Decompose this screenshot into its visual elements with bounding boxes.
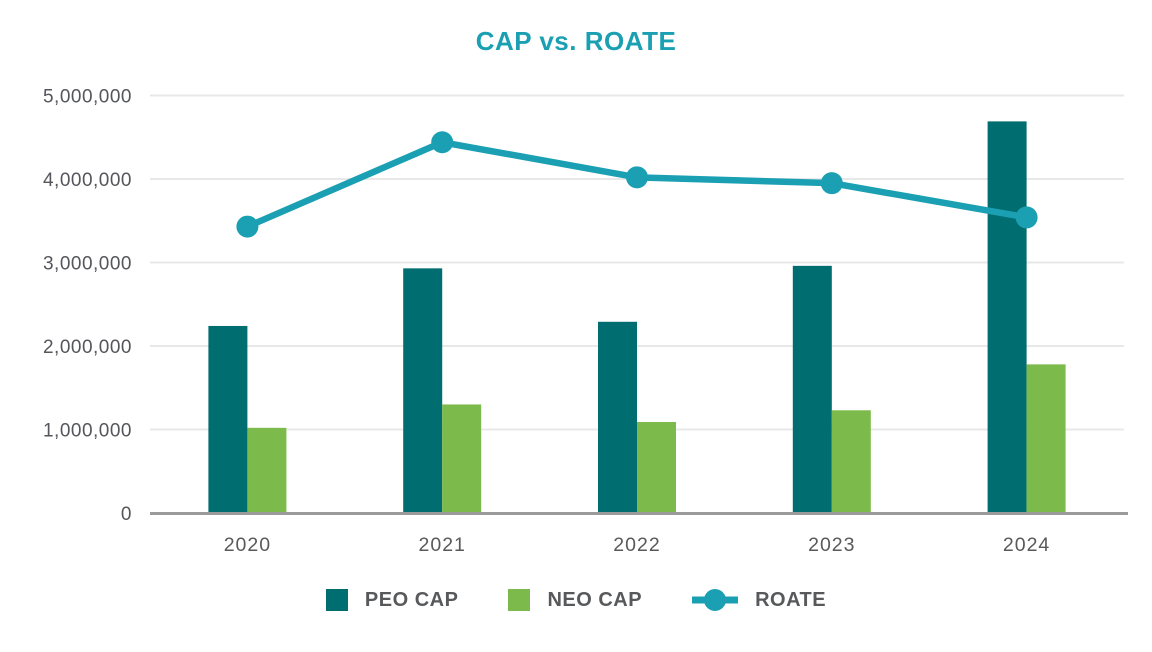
y-axis-tick-label: 1,000,000	[43, 421, 132, 442]
roate-point-2022	[626, 166, 648, 189]
x-axis-tick-label: 2023	[808, 534, 855, 556]
bar-peo-cap-2023	[792, 265, 832, 513]
peo-cap-swatch-icon	[325, 589, 348, 611]
y-axis-tick-label: 3,000,000	[43, 254, 132, 275]
x-axis-tick-label: 2024	[1003, 534, 1050, 556]
chart-title: CAP vs. ROATE	[475, 26, 677, 56]
y-axis-tick-label: 2,000,000	[43, 337, 132, 358]
bar-peo-cap-2021	[403, 268, 443, 513]
legend-item-neo-cap: NEO CAP	[508, 589, 642, 612]
x-axis-tick-label: 2021	[419, 534, 466, 556]
bar-peo-cap-2024	[987, 121, 1027, 513]
legend-label-roate: ROATE	[755, 588, 827, 611]
roate-point-2023	[820, 172, 843, 195]
legend: PEO CAP NEO CAP ROATE	[0, 588, 1152, 612]
bar-neo-cap-2022	[637, 421, 676, 513]
roate-point-2021	[431, 131, 454, 154]
y-axis-tick-label: 0	[121, 504, 132, 525]
legend-item-peo-cap: PEO CAP	[325, 588, 459, 612]
bar-neo-cap-2023	[831, 410, 871, 513]
x-axis-tick-label: 2020	[224, 534, 271, 556]
y-axis-tick-label: 5,000,000	[43, 87, 132, 108]
bar-neo-cap-2020	[247, 427, 287, 513]
bar-neo-cap-2024	[1026, 364, 1066, 513]
bar-peo-cap-2022	[598, 321, 637, 513]
neo-cap-swatch-icon	[508, 589, 531, 611]
bar-peo-cap-2020	[208, 325, 248, 513]
y-axis-tick-label: 4,000,000	[43, 170, 132, 191]
roate-line-marker-icon	[692, 589, 739, 611]
legend-label-peo-cap: PEO CAP	[364, 588, 459, 611]
legend-label-neo-cap: NEO CAP	[547, 588, 643, 611]
roate-point-2020	[236, 215, 259, 238]
chart-plot: 0 1,000,000 2,000,000 3,000,000 4,000,000 5,0…	[43, 87, 1128, 556]
legend-item-roate: ROATE	[692, 588, 826, 612]
x-axis-tick-label: 2022	[613, 534, 660, 556]
roate-point-2024	[1015, 206, 1038, 229]
bar-neo-cap-2021	[442, 404, 482, 513]
